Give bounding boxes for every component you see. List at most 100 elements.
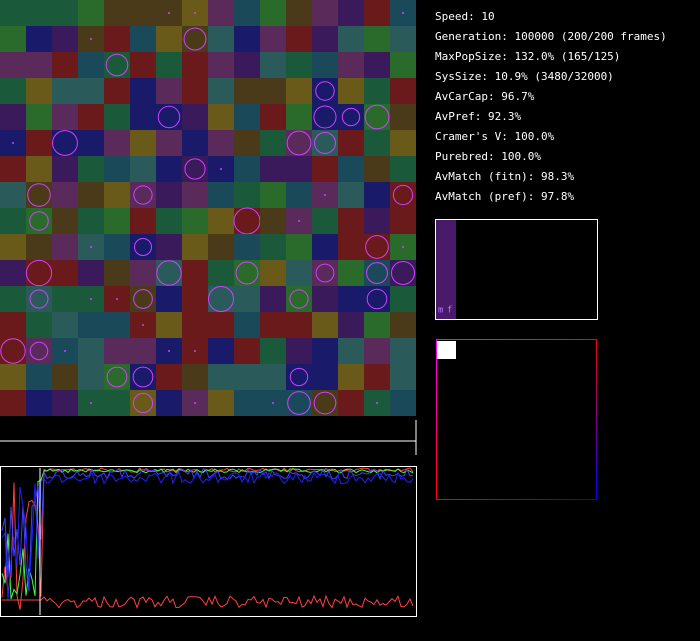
cell [208,234,234,260]
agent [194,350,196,352]
agent [313,105,337,129]
cell [52,78,78,104]
agent [25,259,53,287]
cell [234,286,260,312]
agent [220,168,222,170]
cell [390,338,416,364]
cell [390,260,416,286]
agent [142,324,144,326]
cell [390,104,416,130]
cell [234,156,260,182]
cell [156,208,182,234]
agent [341,107,361,127]
history-line [1,470,414,599]
cell [390,390,416,416]
cell [0,338,26,364]
stat: AvMatch (pref): 97.8% [435,190,574,203]
agent [90,246,92,248]
cell [0,312,26,338]
cell [52,208,78,234]
cell [260,104,286,130]
cell [312,0,338,26]
history-line [1,468,414,592]
stat: AvPref: 92.3% [435,110,521,123]
agent [105,53,129,77]
cell [286,52,312,78]
cell [182,208,208,234]
cell [104,364,130,390]
cell [390,52,416,78]
cell [338,260,364,286]
cell [364,130,390,156]
cell [78,364,104,390]
mating-chart-frame [435,219,598,320]
agent [390,260,416,286]
agent [324,194,326,196]
cell [78,156,104,182]
cell [260,312,286,338]
cell [78,104,104,130]
cell [0,156,26,182]
cell [156,260,182,286]
cell [208,26,234,52]
cell [26,364,52,390]
cell [0,208,26,234]
cell [312,26,338,52]
cell [156,156,182,182]
cell [312,338,338,364]
cell [0,104,26,130]
cell [52,182,78,208]
cell [234,0,260,26]
cell [260,234,286,260]
agent [392,184,414,206]
cell [260,286,286,312]
cell [78,182,104,208]
cell [260,208,286,234]
cell [338,364,364,390]
agent [235,261,259,285]
cell [26,156,52,182]
cell [234,130,260,156]
cell [104,182,130,208]
cell [52,234,78,260]
agent [168,350,170,352]
cell [104,390,130,416]
cell [364,260,390,286]
cell [26,390,52,416]
cell [208,104,234,130]
cell [130,52,156,78]
agent [29,341,49,361]
agent [366,288,388,310]
cell [130,104,156,130]
cell [234,208,260,234]
cell [182,156,208,182]
cell [208,312,234,338]
agent [233,207,261,235]
cell [130,78,156,104]
cell [286,78,312,104]
history-line [2,594,414,610]
cell [52,52,78,78]
cell [234,390,260,416]
cell [130,338,156,364]
cell [52,286,78,312]
cell [104,312,130,338]
cell [390,312,416,338]
cell [364,208,390,234]
cell [182,364,208,390]
agent [133,289,153,309]
cell [260,26,286,52]
history-line [1,468,414,599]
cell [364,234,390,260]
cell [156,104,182,130]
agent [168,12,170,14]
cell [78,312,104,338]
cell [338,52,364,78]
agent [90,298,92,300]
cell [390,364,416,390]
stat: Speed: 10 [435,10,495,23]
cell [130,364,156,390]
cell [312,234,338,260]
cell [156,130,182,156]
agent [184,158,206,180]
